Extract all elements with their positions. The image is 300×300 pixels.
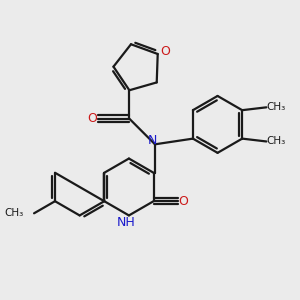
Text: N: N bbox=[147, 134, 157, 146]
Text: NH: NH bbox=[117, 216, 135, 229]
Text: O: O bbox=[178, 195, 188, 208]
Text: CH₃: CH₃ bbox=[267, 136, 286, 146]
Text: O: O bbox=[160, 45, 170, 58]
Text: CH₃: CH₃ bbox=[4, 208, 23, 218]
Text: CH₃: CH₃ bbox=[267, 102, 286, 112]
Text: O: O bbox=[88, 112, 97, 125]
